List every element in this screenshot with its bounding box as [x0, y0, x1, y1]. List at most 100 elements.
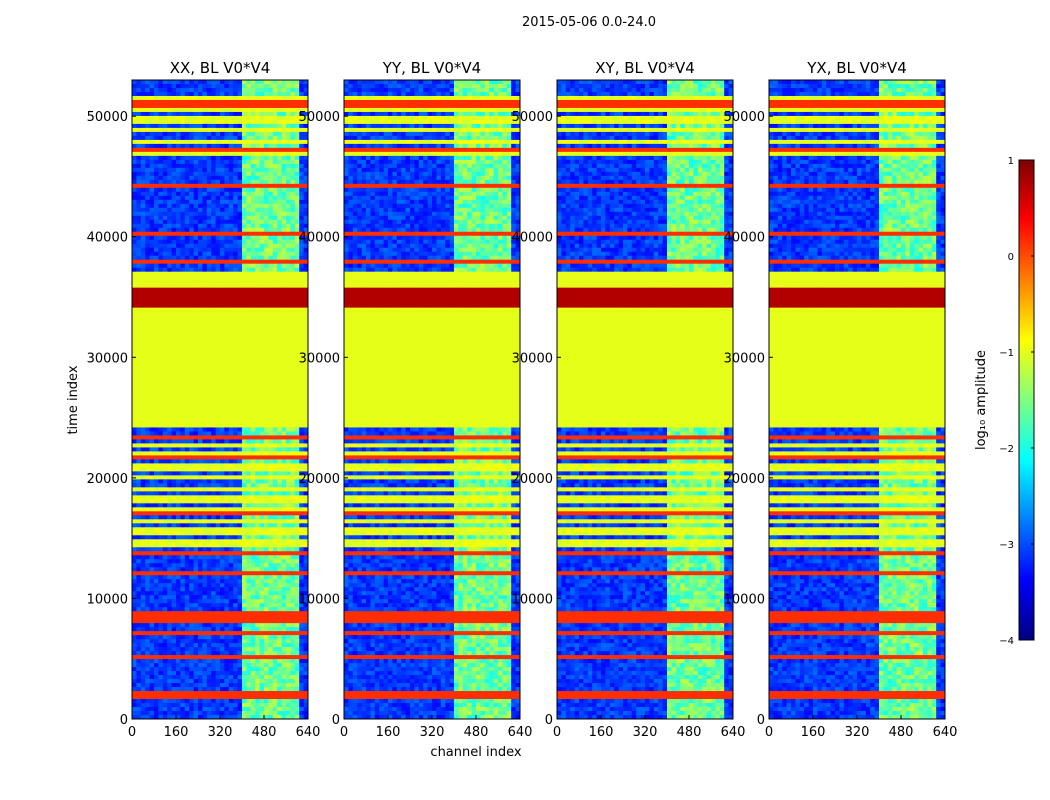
heatmap-cell: [189, 391, 195, 397]
heatmap-cell: [299, 191, 305, 197]
heatmap-cell: [184, 159, 190, 165]
heatmap-cell: [132, 123, 137, 129]
heatmap-cell: [171, 331, 177, 337]
heatmap-cell: [132, 419, 137, 425]
heatmap-cell: [250, 235, 256, 241]
heatmap-cell: [242, 487, 247, 492]
heatmap-cell: [228, 283, 234, 289]
heatmap-cell: [132, 559, 137, 564]
heatmap-cell: [242, 103, 247, 109]
heatmap-cell: [158, 327, 164, 333]
heatmap-cell: [237, 351, 243, 357]
heatmap-cell: [250, 523, 256, 528]
heatmap-cell: [136, 431, 142, 437]
heatmap-cell: [149, 271, 155, 277]
heatmap-cell: [206, 207, 212, 213]
heatmap-cell: [224, 331, 230, 337]
heatmap-cell: [286, 351, 291, 357]
heatmap-cell: [136, 219, 142, 225]
heatmap-cell: [198, 555, 203, 560]
heatmap-cell: [132, 119, 137, 125]
heatmap-cell: [233, 80, 239, 85]
heatmap-cell: [242, 323, 247, 329]
heatmap-cell: [220, 555, 225, 560]
heatmap-cell: [167, 355, 173, 361]
heatmap-cell: [224, 267, 230, 273]
heatmap-cell: [224, 547, 230, 552]
heatmap-cell: [294, 131, 300, 137]
heatmap-cell: [220, 151, 225, 157]
heatmap-cell: [286, 567, 291, 572]
heatmap-cell: [299, 427, 305, 433]
heatmap-cell: [198, 259, 203, 265]
heatmap-cell: [162, 523, 168, 528]
heatmap-cell: [167, 219, 173, 225]
heatmap-cell: [145, 119, 151, 125]
heatmap-cell: [140, 303, 146, 309]
heatmap-cell: [220, 419, 225, 425]
heatmap-cell: [171, 387, 177, 393]
heatmap-cell: [237, 287, 243, 293]
heatmap-cell: [250, 195, 256, 201]
heatmap-cell: [176, 475, 181, 480]
heatmap-cell: [132, 355, 137, 361]
heatmap-cell: [286, 439, 291, 445]
heatmap-cell: [206, 535, 212, 540]
heatmap-cell: [272, 511, 278, 516]
heatmap-cell: [286, 395, 291, 401]
heatmap-cell: [158, 143, 164, 149]
heatmap-cell: [145, 255, 151, 261]
heatmap-cell: [145, 251, 151, 257]
heatmap-cell: [211, 303, 217, 309]
heatmap-cell: [198, 367, 203, 373]
heatmap-cell: [233, 431, 239, 437]
heatmap-cell: [140, 183, 146, 189]
heatmap-cell: [290, 95, 296, 101]
heatmap-cell: [277, 439, 283, 445]
heatmap-cell: [242, 183, 247, 189]
heatmap-cell: [272, 459, 278, 464]
heatmap-cell: [259, 531, 265, 536]
heatmap-cell: [250, 207, 256, 213]
heatmap-cell: [246, 187, 252, 193]
heatmap-cell: [255, 343, 261, 349]
heatmap-cell: [228, 431, 234, 437]
heatmap-cell: [162, 527, 168, 532]
heatmap-cell: [242, 391, 247, 397]
heatmap-cell: [246, 475, 252, 480]
heatmap-cell: [132, 187, 137, 193]
heatmap-cell: [233, 399, 239, 405]
heatmap-cell: [290, 91, 296, 97]
heatmap-cell: [140, 387, 146, 393]
heatmap-cell: [246, 503, 252, 508]
heatmap-cell: [303, 415, 308, 421]
heatmap-cell: [149, 351, 155, 357]
heatmap-cell: [149, 331, 155, 337]
heatmap-cell: [299, 327, 305, 333]
heatmap-cell: [162, 311, 168, 317]
heatmap-cell: [224, 355, 230, 361]
heatmap-cell: [255, 283, 261, 289]
heatmap-cell: [180, 435, 186, 441]
heatmap-cell: [167, 111, 173, 117]
heatmap-cell: [259, 511, 265, 516]
heatmap-cell: [303, 435, 308, 441]
heatmap-cell: [184, 491, 190, 496]
heatmap-cell: [272, 107, 278, 113]
heatmap-cell: [272, 483, 278, 488]
heatmap-cell: [246, 275, 252, 281]
heatmap-cell: [154, 275, 159, 281]
heatmap-cell: [246, 267, 252, 273]
heatmap-cell: [193, 387, 199, 393]
heatmap-cell: [162, 271, 168, 277]
heatmap-cell: [246, 543, 252, 548]
heatmap-cell: [198, 107, 203, 113]
heatmap-cell: [259, 191, 265, 197]
heatmap-cell: [184, 391, 190, 397]
heatmap-cell: [189, 399, 195, 405]
heatmap-cell: [162, 479, 168, 484]
heatmap-cell: [250, 135, 256, 141]
heatmap-cell: [184, 563, 190, 568]
heatmap-cell: [193, 131, 199, 137]
heatmap-cell: [233, 95, 239, 101]
